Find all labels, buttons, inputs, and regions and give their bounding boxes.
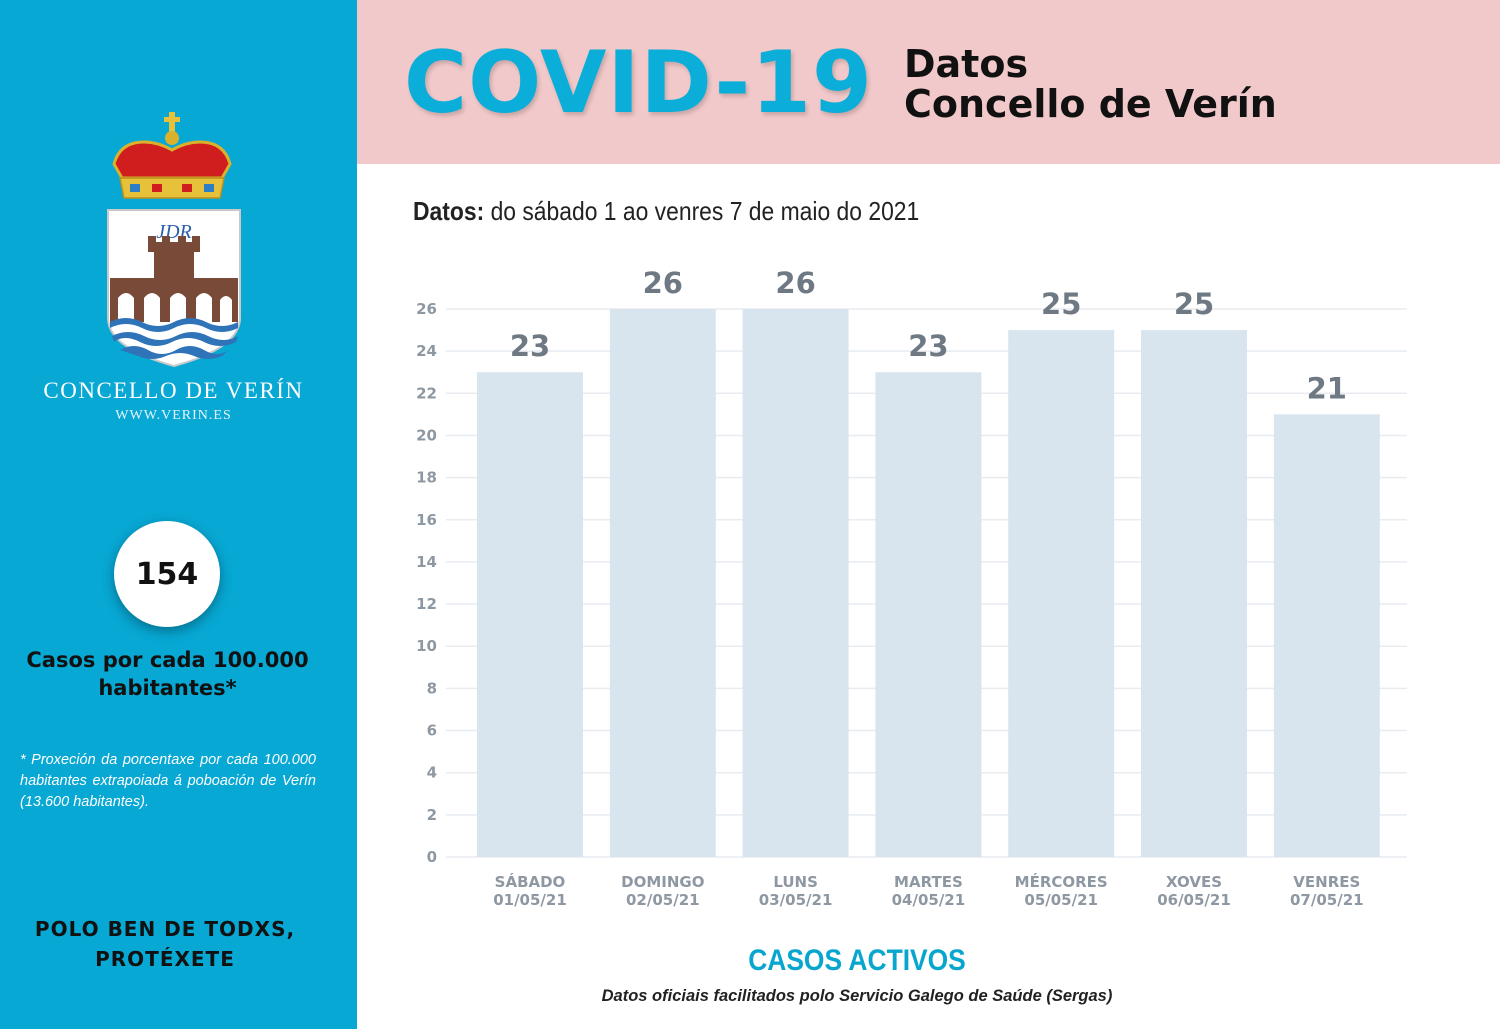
source-note: Datos oficiais facilitados polo Servicio… xyxy=(601,987,1113,1005)
bar-value-label: 23 xyxy=(908,329,948,363)
subtitle-line-2: Concello de Verín xyxy=(904,82,1277,126)
y-tick-label: 14 xyxy=(416,553,437,571)
date-range: Datos: do sábado 1 ao venres 7 de maio d… xyxy=(413,196,919,227)
y-tick-label: 8 xyxy=(427,679,437,697)
x-tick-date-label: 05/05/21 xyxy=(1024,891,1098,909)
slogan: POLO BEN DE TODXS, PROTÉXETE xyxy=(0,914,330,974)
date-range-text: do sábado 1 ao venres 7 de maio do 2021 xyxy=(490,196,920,226)
header-banner xyxy=(357,0,1500,164)
x-tick-date-label: 02/05/21 xyxy=(626,891,700,909)
rate-badge: 154 xyxy=(114,521,220,627)
coat-of-arms-logo: JDR xyxy=(107,112,241,368)
rate-label: Casos por cada 100.000 habitantes* xyxy=(26,648,309,700)
y-tick-label: 2 xyxy=(427,806,437,824)
y-tick-label: 22 xyxy=(416,384,437,402)
x-tick-label: XOVES xyxy=(1166,873,1222,891)
y-tick-label: 10 xyxy=(416,637,437,655)
bar xyxy=(1008,330,1115,857)
bar xyxy=(1141,330,1247,857)
footnote: * Proxeción da porcentaxe por cada 100.0… xyxy=(20,752,316,810)
y-tick-label: 12 xyxy=(416,595,437,613)
bar-chart: 0246810121416182022242623SÁBADO01/05/212… xyxy=(416,266,1407,909)
bar xyxy=(1273,414,1380,857)
bar-value-label: 25 xyxy=(1041,287,1081,321)
chart-title: CASOS ACTIVOS xyxy=(748,944,966,977)
bar-value-label: 26 xyxy=(775,266,815,300)
x-tick-date-label: 07/05/21 xyxy=(1290,891,1364,909)
date-range-label: Datos: xyxy=(413,196,485,226)
svg-text:JDR: JDR xyxy=(156,221,192,243)
y-tick-label: 4 xyxy=(427,764,437,782)
x-tick-date-label: 04/05/21 xyxy=(892,891,966,909)
x-tick-label: MARTES xyxy=(894,873,963,891)
y-tick-label: 26 xyxy=(416,300,437,318)
bar-value-label: 23 xyxy=(510,329,550,363)
org-name: CONCELLO DE VERÍN xyxy=(43,378,304,403)
bar xyxy=(477,372,583,857)
bar-value-label: 26 xyxy=(643,266,683,300)
rate-value: 154 xyxy=(135,556,199,592)
bar-value-label: 21 xyxy=(1307,371,1347,405)
subtitle-line-1: Datos xyxy=(904,42,1029,86)
bar-value-label: 25 xyxy=(1174,287,1214,321)
x-tick-date-label: 06/05/21 xyxy=(1157,891,1231,909)
bar xyxy=(875,372,982,857)
x-tick-label: DOMINGO xyxy=(621,873,704,891)
y-tick-label: 0 xyxy=(427,848,437,866)
slogan-line-1: POLO BEN DE TODXS, xyxy=(34,917,296,941)
y-tick-label: 18 xyxy=(416,469,437,487)
y-tick-label: 6 xyxy=(427,722,437,740)
x-tick-date-label: 01/05/21 xyxy=(493,891,567,909)
bar xyxy=(742,309,849,857)
x-tick-label: SÁBADO xyxy=(495,872,566,891)
page-title: COVID-19 xyxy=(404,33,873,133)
x-tick-label: LUNS xyxy=(773,873,818,891)
y-tick-label: 16 xyxy=(416,511,437,529)
org-website: WWW.VERIN.ES xyxy=(115,408,232,423)
page-subtitle: Datos Concello de Verín xyxy=(904,44,1277,124)
bar xyxy=(609,309,716,857)
x-tick-label: VENRES xyxy=(1293,873,1360,891)
y-tick-label: 20 xyxy=(416,426,437,444)
x-tick-date-label: 03/05/21 xyxy=(759,891,833,909)
x-tick-label: MÉRCORES xyxy=(1015,872,1108,891)
slogan-line-2: PROTÉXETE xyxy=(95,947,235,971)
y-tick-label: 24 xyxy=(416,342,437,360)
